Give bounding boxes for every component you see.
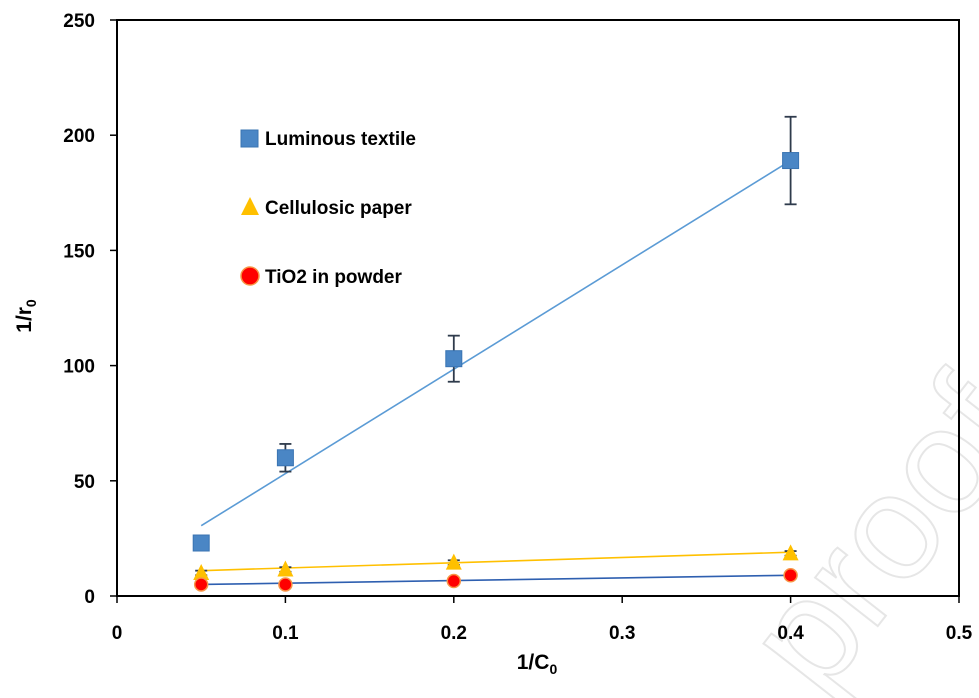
point-luminous-textile <box>192 534 210 552</box>
y-tick-label: 150 <box>63 241 95 262</box>
plot-area <box>116 19 960 597</box>
trendline-tio2-in-powder <box>201 574 791 586</box>
legend: Luminous textile Cellulosic paper TiO2 i… <box>240 129 416 288</box>
x-tick-label: 0.1 <box>272 623 299 644</box>
x-tick-label: 0.5 <box>946 623 973 644</box>
x-tick-label: 0.2 <box>441 623 467 644</box>
x-tick-label: 0.4 <box>777 623 804 644</box>
point-cellulosic-paper <box>445 553 462 570</box>
trendline-luminous-textile <box>200 159 792 527</box>
legend-label-tio2-in-powder: TiO2 in powder <box>265 267 402 288</box>
legend-item-cellulosic-paper: Cellulosic paper <box>241 197 412 219</box>
y-tick-label: 200 <box>63 126 95 147</box>
point-cellulosic-paper <box>782 544 799 561</box>
x-tick-label: 0 <box>112 623 123 644</box>
y-tick-label: 250 <box>63 11 95 32</box>
trendline-cellulosic-paper <box>201 551 791 572</box>
watermark-text: proof <box>713 347 979 698</box>
legend-circle-marker <box>240 266 260 286</box>
legend-triangle-marker <box>241 197 259 215</box>
y-tick-label: 0 <box>84 587 95 608</box>
point-cellulosic-paper <box>193 563 210 580</box>
point-tio2-in-powder <box>446 573 462 589</box>
y-axis-ticks: 0 50 100 150 200 250 <box>63 11 117 608</box>
legend-label-luminous-textile: Luminous textile <box>265 129 416 150</box>
y-axis-title: 1/r0 <box>13 299 39 333</box>
legend-label-cellulosic-paper: Cellulosic paper <box>265 198 412 219</box>
data-markers <box>192 152 800 592</box>
legend-item-tio2-in-powder: TiO2 in powder <box>240 266 402 288</box>
x-axis-ticks: 0 0.1 0.2 0.3 0.4 0.5 <box>112 596 973 644</box>
point-luminous-textile <box>276 449 294 467</box>
point-cellulosic-paper <box>277 560 294 577</box>
x-tick-label: 0.3 <box>609 623 635 644</box>
y-tick-label: 50 <box>74 472 95 493</box>
y-tick-label: 100 <box>63 357 95 378</box>
legend-item-luminous-textile: Luminous textile <box>240 129 416 150</box>
trendlines <box>200 159 792 586</box>
point-tio2-in-powder <box>193 577 209 592</box>
legend-square-marker <box>240 129 259 148</box>
point-tio2-in-powder <box>278 577 293 592</box>
x-axis-title: 1/C0 <box>517 651 558 677</box>
point-tio2-in-powder <box>783 568 798 583</box>
point-luminous-textile <box>782 152 800 170</box>
point-luminous-textile <box>445 350 463 368</box>
error-bars <box>195 115 797 577</box>
